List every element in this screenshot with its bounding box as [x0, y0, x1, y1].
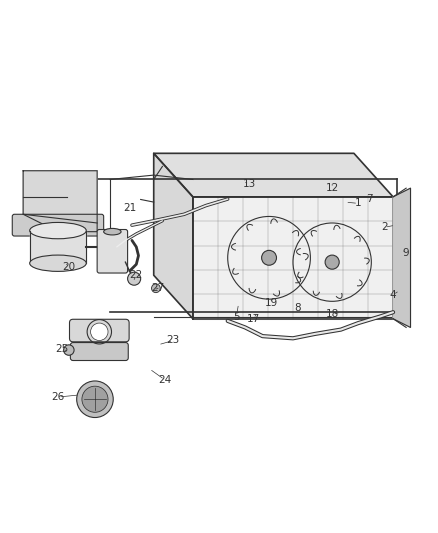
- Text: 21: 21: [123, 203, 136, 213]
- Ellipse shape: [30, 255, 86, 271]
- Polygon shape: [393, 188, 410, 327]
- Text: 22: 22: [130, 270, 143, 280]
- Text: 23: 23: [167, 335, 180, 345]
- Text: 20: 20: [62, 262, 75, 271]
- Text: 9: 9: [403, 248, 410, 259]
- Text: 8: 8: [294, 303, 300, 313]
- Polygon shape: [23, 171, 97, 232]
- Text: 5: 5: [233, 312, 240, 321]
- Circle shape: [261, 251, 276, 265]
- Ellipse shape: [104, 229, 121, 235]
- Ellipse shape: [30, 222, 86, 239]
- Text: 24: 24: [158, 375, 171, 385]
- Text: 18: 18: [325, 309, 339, 319]
- Text: 17: 17: [247, 314, 261, 324]
- Text: 4: 4: [390, 290, 396, 300]
- Text: 19: 19: [265, 298, 278, 309]
- Circle shape: [64, 345, 74, 356]
- FancyBboxPatch shape: [71, 343, 128, 360]
- Text: 25: 25: [56, 344, 69, 354]
- FancyBboxPatch shape: [97, 230, 127, 273]
- Polygon shape: [154, 154, 393, 197]
- Text: 1: 1: [355, 198, 362, 208]
- FancyBboxPatch shape: [70, 319, 129, 342]
- Text: 13: 13: [243, 179, 256, 189]
- Text: 26: 26: [51, 392, 64, 402]
- Polygon shape: [154, 154, 193, 319]
- Circle shape: [152, 284, 160, 293]
- FancyBboxPatch shape: [12, 214, 104, 236]
- Text: 27: 27: [152, 283, 165, 293]
- Text: 7: 7: [366, 194, 372, 204]
- Polygon shape: [30, 231, 86, 263]
- Text: 12: 12: [325, 183, 339, 193]
- Polygon shape: [193, 197, 393, 319]
- Circle shape: [82, 386, 108, 413]
- Circle shape: [91, 323, 108, 341]
- Circle shape: [77, 381, 113, 417]
- Circle shape: [127, 272, 141, 285]
- Circle shape: [325, 255, 339, 269]
- Text: 2: 2: [381, 222, 388, 232]
